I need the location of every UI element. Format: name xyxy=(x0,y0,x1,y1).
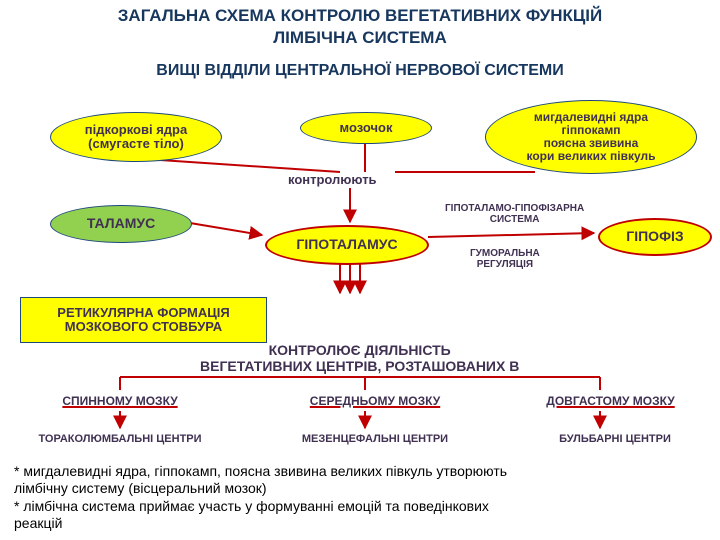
node-hypophysis: ГІПОФІЗ xyxy=(598,218,712,256)
footnote-1: * мигдалевидні ядра, гіппокамп, поясна з… xyxy=(14,463,704,497)
diagram-stage: { "title": { "line1": "ЗАГАЛЬНА СХЕМА КО… xyxy=(0,0,720,540)
connector-layer xyxy=(0,0,720,540)
node-cerebellum: мозочок xyxy=(300,112,432,144)
label-humoral: ГУМОРАЛЬНА РЕГУЛЯЦІЯ xyxy=(470,248,540,270)
node-amygdala-group: мигдалевидні ядра гіппокамп поясна звиви… xyxy=(485,100,697,174)
node-thalamus: ТАЛАМУС xyxy=(50,205,192,243)
node-thoracolumbar: ТОРАКОЛЮМБАЛЬНІ ЦЕНТРИ xyxy=(10,430,230,448)
node-midbrain: СЕРЕДНЬОМУ МОЗКУ xyxy=(285,392,465,412)
node-hypothalamus: ГІПОТАЛАМУС xyxy=(265,225,429,265)
node-mesencephalic: МЕЗЕНЦЕФАЛЬНІ ЦЕНТРИ xyxy=(275,430,475,448)
footnote-2: * лімбічна система приймає участь у форм… xyxy=(14,498,704,532)
label-hypothal-system: ГІПОТАЛАМО-ГІПОФІЗАРНА СИСТЕМА xyxy=(445,203,584,225)
node-medulla: ДОВГАСТОМУ МОЗКУ xyxy=(518,392,703,412)
node-bulbar: БУЛЬБАРНІ ЦЕНТРИ xyxy=(530,430,700,448)
node-subcortical-nuclei: підкоркові ядра (смугасте тіло) xyxy=(50,112,222,162)
node-reticular-formation: РЕТИКУЛЯРНА ФОРМАЦІЯ МОЗКОВОГО СТОВБУРА xyxy=(20,297,267,343)
label-control: контролюють xyxy=(288,172,377,187)
node-spinal: СПИННОМУ МОЗКУ xyxy=(35,392,205,412)
label-controls-activity: КОНТРОЛЮЄ ДІЯЛЬНІСТЬ ВЕГЕТАТИВНИХ ЦЕНТРІ… xyxy=(200,342,519,374)
